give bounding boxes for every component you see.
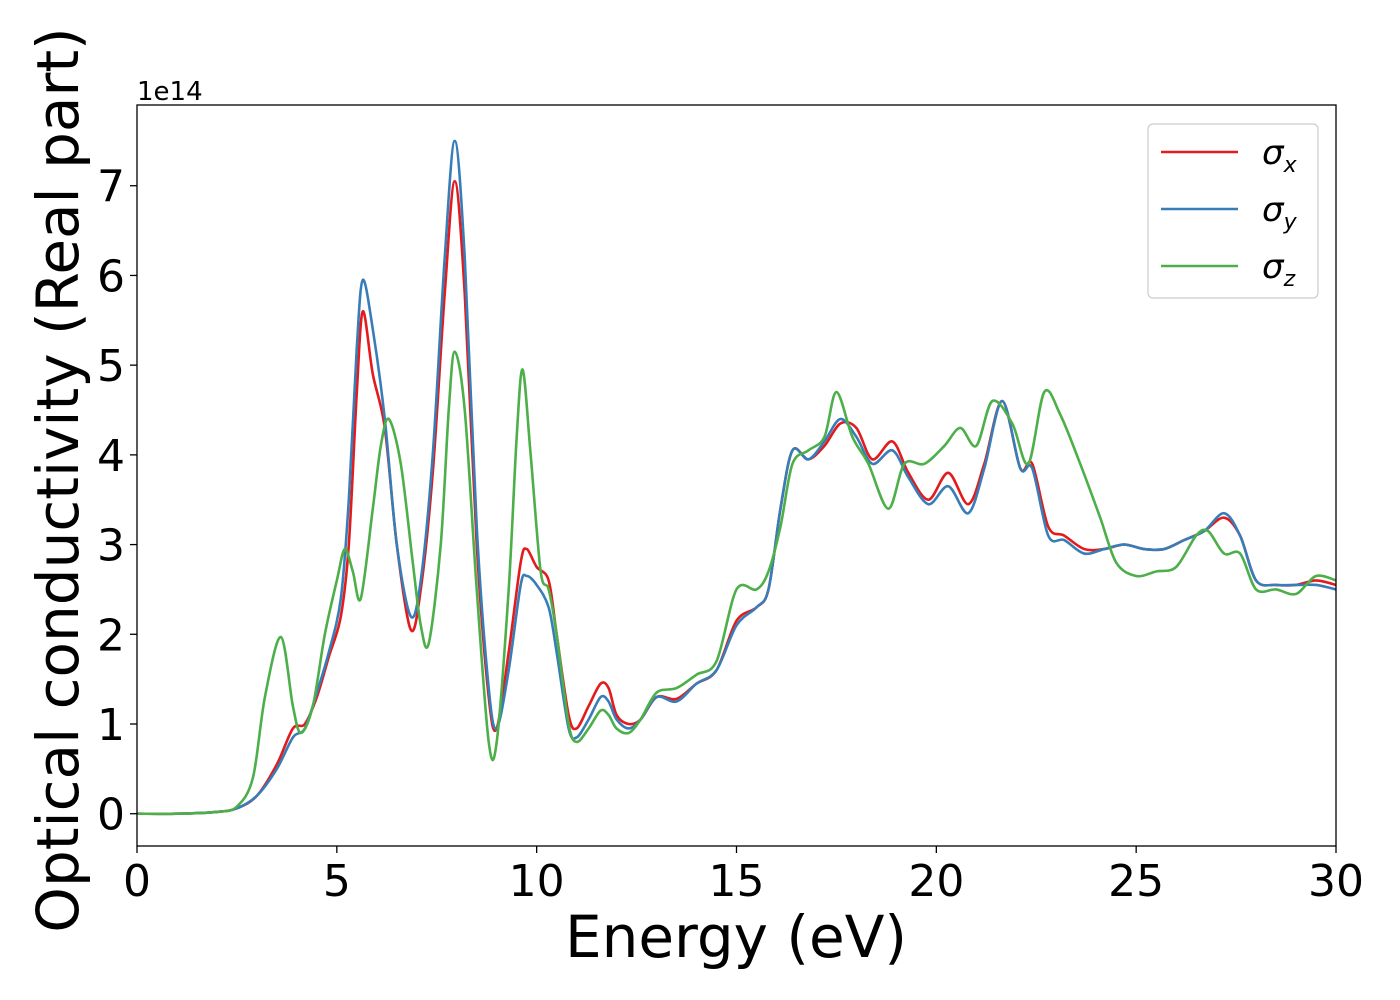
y-tick-label: 6 <box>97 251 125 302</box>
x-tick-label: 30 <box>1308 856 1364 907</box>
x-tick-label: 15 <box>709 856 765 907</box>
series-line-y <box>137 139 1336 816</box>
x-tick-label: 10 <box>509 856 565 907</box>
legend-label-z: σz <box>1262 247 1296 292</box>
x-tick-label: 0 <box>123 856 151 907</box>
series-line-x <box>137 179 1336 816</box>
legend-label-y: σy <box>1262 190 1298 235</box>
y-offset-label: 1e14 <box>137 77 203 107</box>
y-tick-label: 3 <box>97 521 125 572</box>
legend-label-x: σx <box>1262 133 1298 178</box>
legend-box <box>1147 123 1319 299</box>
x-tick-label: 5 <box>323 856 351 907</box>
y-tick-label: 1 <box>97 700 125 751</box>
x-tick-label: 25 <box>1108 856 1164 907</box>
x-axis-title: Energy (eV) <box>565 903 907 971</box>
y-tick-label: 2 <box>97 610 125 661</box>
y-tick-label: 0 <box>97 790 125 841</box>
legend: σx σy σz <box>1147 123 1319 299</box>
series-layer <box>137 139 1336 816</box>
x-tick-label: 20 <box>908 856 964 907</box>
series-line-z <box>137 350 1336 816</box>
y-axis-title: Optical conductivity (Real part) <box>24 27 92 932</box>
y-tick-label: 5 <box>97 341 125 392</box>
y-tick-label: 4 <box>97 431 125 482</box>
y-tick-label: 7 <box>97 162 125 213</box>
axes-layer: 0 5 10 15 20 25 30 0 1 2 3 4 5 6 7 <box>97 104 1364 907</box>
